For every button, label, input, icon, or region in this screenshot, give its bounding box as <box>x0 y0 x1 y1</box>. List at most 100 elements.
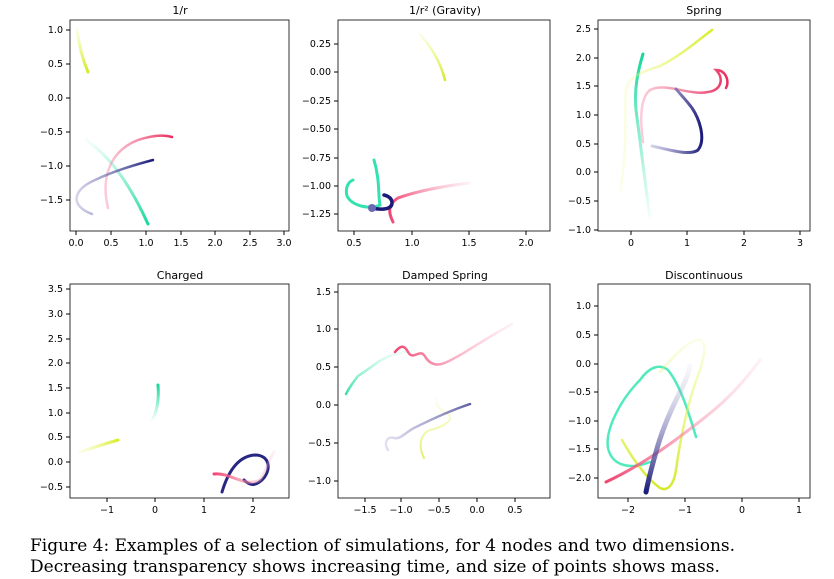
x-tick-label: 0.5 <box>346 238 361 249</box>
trajectories <box>618 28 729 220</box>
y-tick-label: 1.5 <box>576 81 591 92</box>
x-tick-2: 1.5 <box>461 231 477 249</box>
y-tick-label: 0.00 <box>310 67 331 78</box>
x-tick-label: 0.0 <box>68 238 83 249</box>
panel-title: 1/r² (Gravity) <box>409 4 481 17</box>
panel-2-gravity: 1/r² (Gravity) 0.5 1.0 1.5 2.0 0.25 0.00… <box>302 4 551 249</box>
y-tick-0: 1.5 <box>316 287 338 298</box>
trajectory-teal <box>344 158 382 209</box>
y-tick-label: 0.0 <box>48 457 63 468</box>
y-tick-label: −1.00 <box>302 181 331 192</box>
panel-3-spring: Spring 0 1 2 3 2.5 2.0 1.5 1.0 0.5 0.0 −… <box>568 4 811 249</box>
x-tick-3: 0.0 <box>469 498 485 516</box>
y-tick-label: −0.5 <box>568 196 591 207</box>
y-tick-label: 2.5 <box>48 334 63 345</box>
x-tick-label: −1 <box>678 505 692 516</box>
x-tick-3: 1.5 <box>173 231 189 249</box>
y-tick-label: −1.5 <box>40 195 63 206</box>
figure-grid: 1/r 0.0 0.5 1.0 1.5 2.0 2.5 3.0 1.0 0.5 … <box>40 4 811 516</box>
plot-frame <box>597 19 811 232</box>
x-tick-label: 2.5 <box>242 238 257 249</box>
y-tick-5: 0.0 <box>576 167 598 178</box>
panel-title: 1/r <box>172 4 188 17</box>
y-axis: 1.0 0.5 0.0 −0.5 −1.0 −1.5 <box>40 25 70 206</box>
y-tick-2: 0.0 <box>48 93 70 104</box>
plot-frame <box>69 283 290 499</box>
y-tick-label: −1.0 <box>40 161 63 172</box>
x-tick-label: 1 <box>796 505 802 516</box>
trajectory-yellow <box>419 397 451 459</box>
y-tick-5: −1.5 <box>40 195 70 206</box>
y-axis: 3.5 3.0 2.5 2.0 1.5 1.0 0.5 0.0 −0.5 <box>40 284 70 493</box>
y-tick-6: −1.25 <box>302 209 338 220</box>
trajectories <box>75 28 174 226</box>
x-tick-2: 1 <box>201 498 207 516</box>
y-tick-5: −1.5 <box>568 444 598 455</box>
y-tick-4: −1.0 <box>568 416 598 427</box>
x-tick-6: 3.0 <box>276 231 292 249</box>
y-tick-label: −1.25 <box>302 209 331 220</box>
y-tick-label: −0.5 <box>568 387 591 398</box>
trajectory-pink <box>388 181 471 224</box>
y-tick-label: 0.0 <box>576 167 591 178</box>
x-tick-label: 0.0 <box>469 505 484 516</box>
trajectory-pink <box>604 358 762 484</box>
trajectory-pink <box>640 68 729 144</box>
y-tick-7: −1.0 <box>568 225 598 236</box>
y-tick-label: 1.0 <box>576 301 591 312</box>
trajectory-pink <box>104 134 174 210</box>
x-tick-2: 0 <box>739 498 745 516</box>
y-tick-6: −2.0 <box>568 473 598 484</box>
y-tick-1: 0.5 <box>48 59 70 70</box>
y-axis: 1.0 0.5 0.0 −0.5 −1.0 −1.5 −2.0 <box>568 301 598 484</box>
x-tick-label: −1.0 <box>389 505 412 516</box>
x-tick-4: 0.5 <box>507 498 523 516</box>
y-tick-3: 2.0 <box>48 358 70 369</box>
y-tick-4: −1.0 <box>40 161 70 172</box>
x-tick-label: 1.0 <box>138 238 153 249</box>
trajectory-navy <box>650 87 704 154</box>
trajectory-navy <box>370 193 394 211</box>
y-tick-label: −1.5 <box>568 444 591 455</box>
x-tick-0: 0.5 <box>346 231 362 249</box>
y-tick-label: −0.75 <box>302 153 331 164</box>
x-tick-1: −1.0 <box>389 498 413 516</box>
plot-frame <box>69 19 290 232</box>
trajectory-teal <box>606 365 698 468</box>
trajectory-yellow <box>418 32 447 82</box>
trajectory-yellow <box>75 28 90 74</box>
y-tick-label: −0.5 <box>40 482 63 493</box>
y-tick-label: −0.5 <box>308 438 331 449</box>
trajectory-teal <box>150 383 160 422</box>
y-tick-1: 0.00 <box>310 67 338 78</box>
y-tick-label: −0.5 <box>40 127 63 138</box>
y-tick-label: −2.0 <box>568 473 591 484</box>
x-tick-label: 1 <box>684 238 690 249</box>
y-tick-label: 0.0 <box>48 93 63 104</box>
y-tick-label: 1.0 <box>48 408 63 419</box>
trajectory-pink <box>212 450 276 484</box>
trajectory-teal <box>634 52 652 220</box>
y-tick-5: −1.00 <box>302 181 338 192</box>
y-tick-0: 1.0 <box>48 25 70 36</box>
y-tick-6: −0.5 <box>568 196 598 207</box>
x-tick-label: 2.0 <box>518 238 533 249</box>
y-tick-2: 0.5 <box>316 362 338 373</box>
panel-title: Damped Spring <box>402 269 488 282</box>
y-tick-label: −1.0 <box>308 476 331 487</box>
trajectory-navy <box>75 158 155 216</box>
y-tick-4: −0.5 <box>308 438 338 449</box>
x-tick-label: 0.5 <box>103 238 118 249</box>
y-tick-label: 1.0 <box>48 25 63 36</box>
y-axis: 0.25 0.00 −0.25 −0.50 −0.75 −1.00 −1.25 <box>302 39 338 220</box>
y-tick-6: 0.5 <box>48 432 70 443</box>
y-tick-1: 1.0 <box>316 324 338 335</box>
y-tick-label: 2.0 <box>48 358 63 369</box>
x-tick-label: −0.5 <box>427 505 450 516</box>
trajectory-teal <box>84 138 150 226</box>
x-tick-label: 3.0 <box>276 238 291 249</box>
y-tick-label: −1.0 <box>568 416 591 427</box>
y-tick-label: 1.5 <box>48 383 63 394</box>
trajectory-pink <box>393 322 514 366</box>
y-tick-label: −0.50 <box>302 124 331 135</box>
